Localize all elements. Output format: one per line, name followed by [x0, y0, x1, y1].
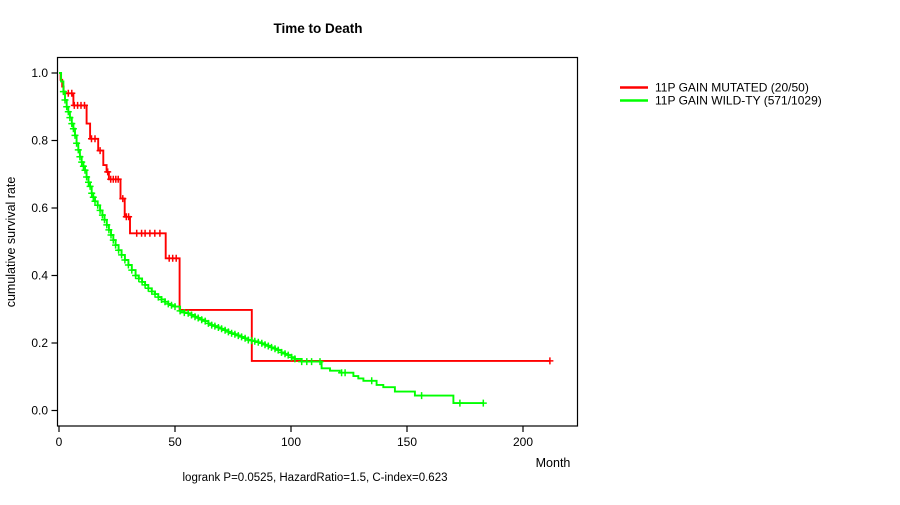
x-axis-label: Month: [536, 456, 571, 470]
survival-curve-wildtype: [59, 72, 484, 405]
y-tick-label: 0.2: [31, 336, 48, 350]
y-tick-label: 1.0: [31, 66, 48, 80]
chart-title: Time to Death: [273, 21, 362, 36]
x-tick-label: 50: [168, 435, 182, 449]
x-tick-label: 100: [281, 435, 301, 449]
x-tick-label: 0: [56, 435, 63, 449]
legend-label-mutated: 11P GAIN MUTATED (20/50): [655, 81, 809, 95]
y-tick-label: 0.4: [31, 269, 48, 283]
censor-marks-mutated: [64, 89, 554, 365]
survival-curve-mutated: [59, 72, 550, 362]
stats-footnote: logrank P=0.0525, HazardRatio=1.5, C-ind…: [183, 472, 448, 484]
plot-frame: [56, 56, 579, 427]
censor-marks-wildtype: [59, 88, 487, 407]
y-tick-label: 0.0: [31, 404, 48, 418]
y-axis-label: cumulative survival rate: [4, 177, 18, 308]
legend-label-wildtype: 11P GAIN WILD-TY (571/1029): [655, 94, 822, 108]
x-axis-ticks: 0 50 100 150 200: [56, 426, 533, 449]
x-tick-label: 200: [513, 435, 533, 449]
y-tick-label: 0.8: [31, 134, 48, 148]
legend: 11P GAIN MUTATED (20/50) 11P GAIN WILD-T…: [620, 81, 822, 108]
survival-curves: [59, 72, 554, 407]
y-axis-ticks: 1.0 0.8 0.6 0.4 0.2 0.0: [31, 66, 58, 418]
x-tick-label: 150: [397, 435, 417, 449]
y-tick-label: 0.6: [31, 201, 48, 215]
